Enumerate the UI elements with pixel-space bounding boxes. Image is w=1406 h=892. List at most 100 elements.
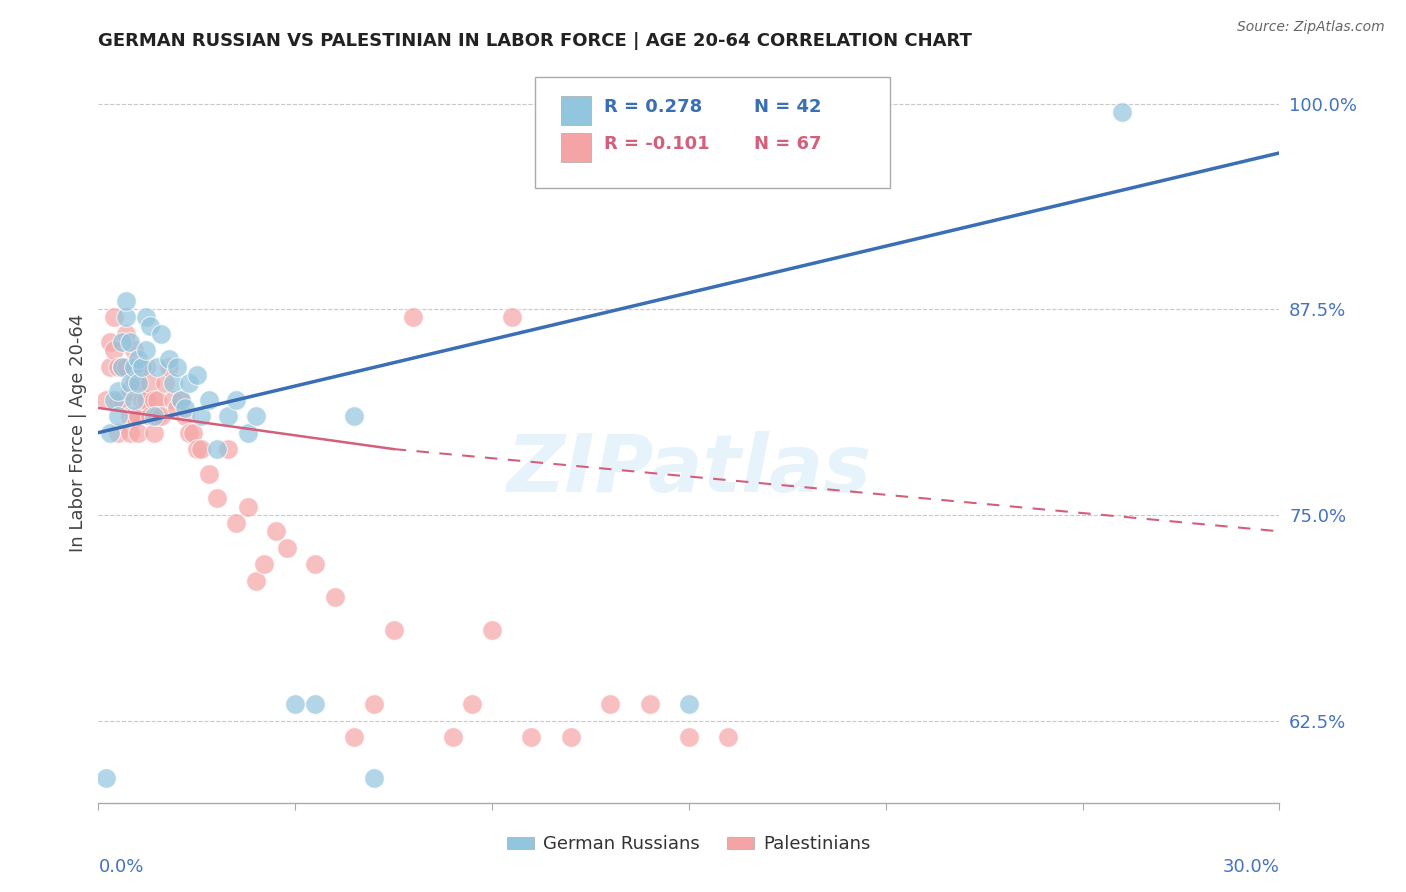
Point — [217, 442, 239, 456]
Point — [115, 310, 138, 325]
Text: R = 0.278: R = 0.278 — [605, 98, 702, 116]
Point — [122, 359, 145, 374]
Point — [98, 335, 121, 350]
Point — [96, 771, 118, 785]
Point — [135, 359, 157, 374]
Point — [678, 730, 700, 744]
Point — [115, 326, 138, 341]
Point — [162, 376, 184, 391]
Point — [118, 335, 141, 350]
Point — [127, 425, 149, 440]
Point — [155, 376, 177, 391]
Point — [245, 574, 267, 588]
Point — [190, 442, 212, 456]
Text: R = -0.101: R = -0.101 — [605, 135, 710, 153]
Point — [461, 697, 484, 711]
Point — [150, 409, 173, 424]
Point — [174, 401, 197, 415]
Point — [177, 376, 200, 391]
Point — [127, 376, 149, 391]
Point — [122, 392, 145, 407]
Point — [236, 500, 259, 514]
Point — [166, 401, 188, 415]
Point — [717, 730, 740, 744]
Point — [138, 409, 160, 424]
Legend: German Russians, Palestinians: German Russians, Palestinians — [501, 828, 877, 861]
Text: 30.0%: 30.0% — [1223, 858, 1279, 876]
Point — [157, 359, 180, 374]
Text: N = 42: N = 42 — [754, 98, 821, 116]
Point — [142, 392, 165, 407]
Point — [264, 524, 287, 539]
Point — [177, 425, 200, 440]
Point — [181, 425, 204, 440]
Point — [363, 771, 385, 785]
Point — [122, 409, 145, 424]
Point — [142, 409, 165, 424]
Point — [197, 392, 219, 407]
Point — [402, 310, 425, 325]
Point — [111, 392, 134, 407]
Point — [599, 697, 621, 711]
Text: 0.0%: 0.0% — [98, 858, 143, 876]
Point — [118, 376, 141, 391]
Point — [343, 409, 366, 424]
Point — [98, 359, 121, 374]
Point — [217, 409, 239, 424]
Point — [96, 392, 118, 407]
Point — [174, 409, 197, 424]
Point — [135, 392, 157, 407]
Point — [253, 558, 276, 572]
Point — [146, 359, 169, 374]
Bar — [561, 95, 591, 126]
Point — [107, 384, 129, 399]
Point — [138, 318, 160, 333]
Point — [225, 392, 247, 407]
Point — [107, 425, 129, 440]
Point — [103, 343, 125, 358]
Point — [638, 697, 661, 711]
Point — [118, 409, 141, 424]
Point — [441, 730, 464, 744]
Point — [205, 442, 228, 456]
Point — [118, 425, 141, 440]
Point — [150, 326, 173, 341]
Point — [127, 409, 149, 424]
Point — [186, 442, 208, 456]
Point — [225, 516, 247, 530]
Point — [304, 697, 326, 711]
Point — [111, 359, 134, 374]
Point — [343, 730, 366, 744]
Point — [98, 425, 121, 440]
Point — [157, 351, 180, 366]
Point — [170, 392, 193, 407]
Point — [146, 392, 169, 407]
Point — [520, 730, 543, 744]
Point — [197, 467, 219, 481]
Point — [323, 590, 346, 604]
Point — [205, 491, 228, 506]
Point — [103, 310, 125, 325]
Point — [190, 409, 212, 424]
Point — [284, 697, 307, 711]
Point — [122, 376, 145, 391]
Point — [103, 392, 125, 407]
Point — [138, 376, 160, 391]
FancyBboxPatch shape — [536, 78, 890, 188]
Point — [122, 343, 145, 358]
Point — [107, 409, 129, 424]
Point — [363, 697, 385, 711]
Point — [146, 409, 169, 424]
Text: N = 67: N = 67 — [754, 135, 821, 153]
Point — [127, 376, 149, 391]
Text: Source: ZipAtlas.com: Source: ZipAtlas.com — [1237, 20, 1385, 34]
Point — [115, 293, 138, 308]
Point — [236, 425, 259, 440]
Point — [245, 409, 267, 424]
Point — [382, 623, 405, 637]
Point — [501, 310, 523, 325]
Point — [142, 425, 165, 440]
Point — [162, 392, 184, 407]
Point — [127, 351, 149, 366]
Point — [481, 623, 503, 637]
